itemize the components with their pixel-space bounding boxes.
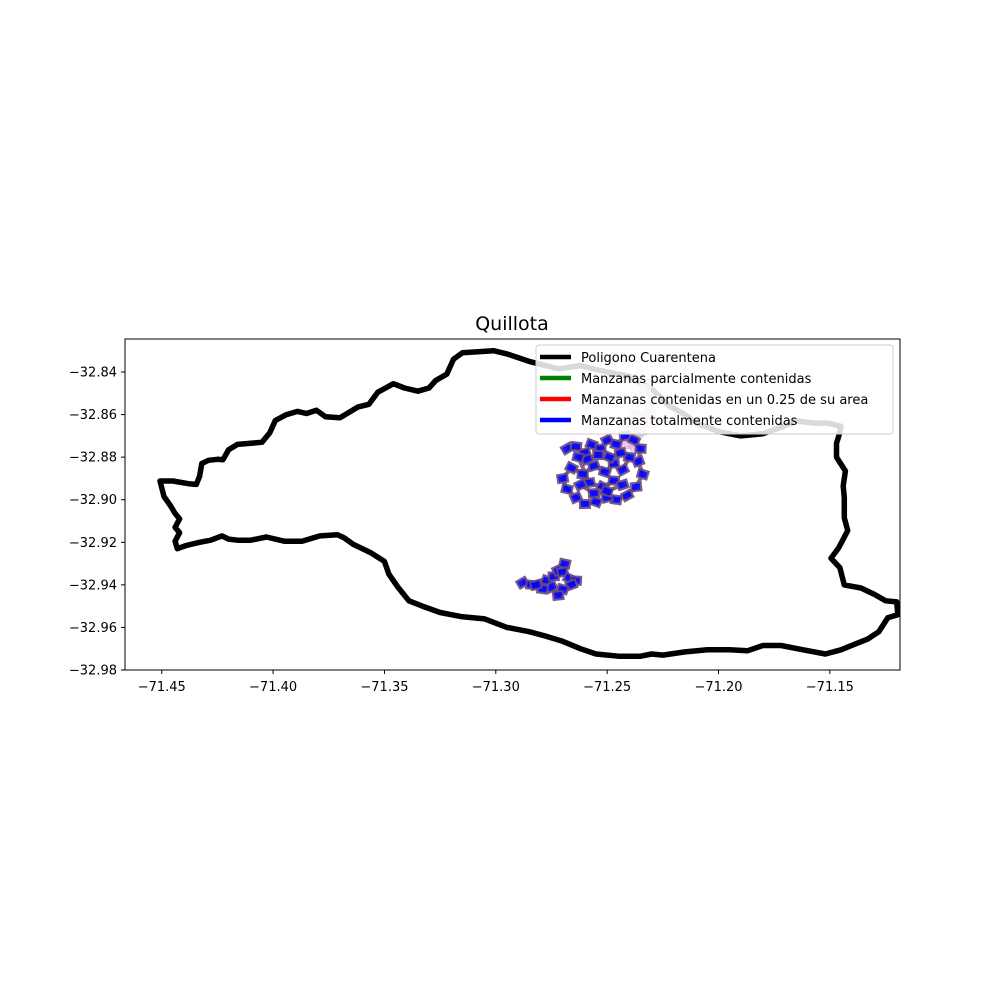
block-mark: [609, 438, 624, 451]
y-tick-label: −32.88: [69, 451, 117, 466]
legend-label: Poligono Cuarentena: [581, 351, 716, 366]
block-mark: [571, 450, 586, 464]
y-tick-label: −32.96: [69, 621, 117, 636]
block-mark: [588, 494, 604, 509]
block-mark: [619, 488, 635, 503]
x-tick-label: −71.45: [138, 680, 186, 695]
block-mark: [634, 443, 647, 454]
block-mark: [578, 498, 591, 510]
block-mark: [630, 454, 646, 469]
block-mark: [568, 490, 584, 505]
block-mark: [599, 484, 615, 498]
block-mark: [563, 460, 580, 475]
chart-title: Quillota: [475, 313, 549, 335]
legend-label: Manzanas contenidas en un 0.25 de su are…: [581, 393, 868, 408]
block-mark: [555, 472, 570, 485]
x-tick-label: −71.20: [694, 680, 742, 695]
x-tick-label: −71.30: [472, 680, 520, 695]
block-mark: [629, 481, 643, 493]
x-tick-label: −71.40: [249, 680, 297, 695]
axes-frame: [124, 338, 901, 671]
quarantine-polygon: [157, 347, 901, 659]
block-mark: [551, 589, 565, 602]
block-mark: [597, 465, 613, 479]
y-tick-label: −32.84: [69, 365, 117, 380]
x-tick-label: −71.25: [583, 680, 631, 695]
legend-label: Manzanas parcialmente contenidas: [581, 372, 812, 387]
block-mark: [560, 482, 575, 496]
block-mark: [572, 477, 589, 492]
block-mark: [569, 440, 583, 453]
legend-label: Manzanas totalmente contenidas: [581, 414, 798, 429]
y-tick-label: −32.94: [69, 578, 117, 593]
block-mark: [599, 433, 615, 448]
y-tick-label: −32.98: [69, 664, 117, 679]
x-tick-label: −71.15: [806, 680, 854, 695]
block-mark: [615, 462, 631, 478]
blocks-group-4: [514, 557, 583, 602]
x-axis: −71.45 −71.40 −71.35 −71.30 −71.25 −71.20 −71.…: [138, 670, 854, 695]
legend-box: [535, 344, 894, 435]
y-axis: −32.84 −32.86 −32.88 −32.90 −32.92 −32.94 −32.…: [69, 365, 125, 679]
x-tick-label: −71.35: [360, 680, 408, 695]
block-mark: [615, 478, 630, 492]
block-mark: [587, 487, 601, 499]
block-mark: [528, 578, 543, 592]
block-mark: [635, 467, 650, 481]
y-tick-label: −32.90: [69, 493, 117, 508]
block-mark: [576, 468, 590, 480]
block-mark: [601, 450, 617, 465]
block-mark: [626, 432, 642, 448]
blocks-group-3: [555, 429, 650, 510]
block-mark: [613, 446, 628, 460]
legend: Poligono Cuarentena Manzanas parcialmente…: [535, 344, 894, 435]
block-mark: [592, 450, 605, 460]
y-tick-label: −32.92: [69, 536, 117, 551]
y-tick-label: −32.86: [69, 408, 117, 423]
